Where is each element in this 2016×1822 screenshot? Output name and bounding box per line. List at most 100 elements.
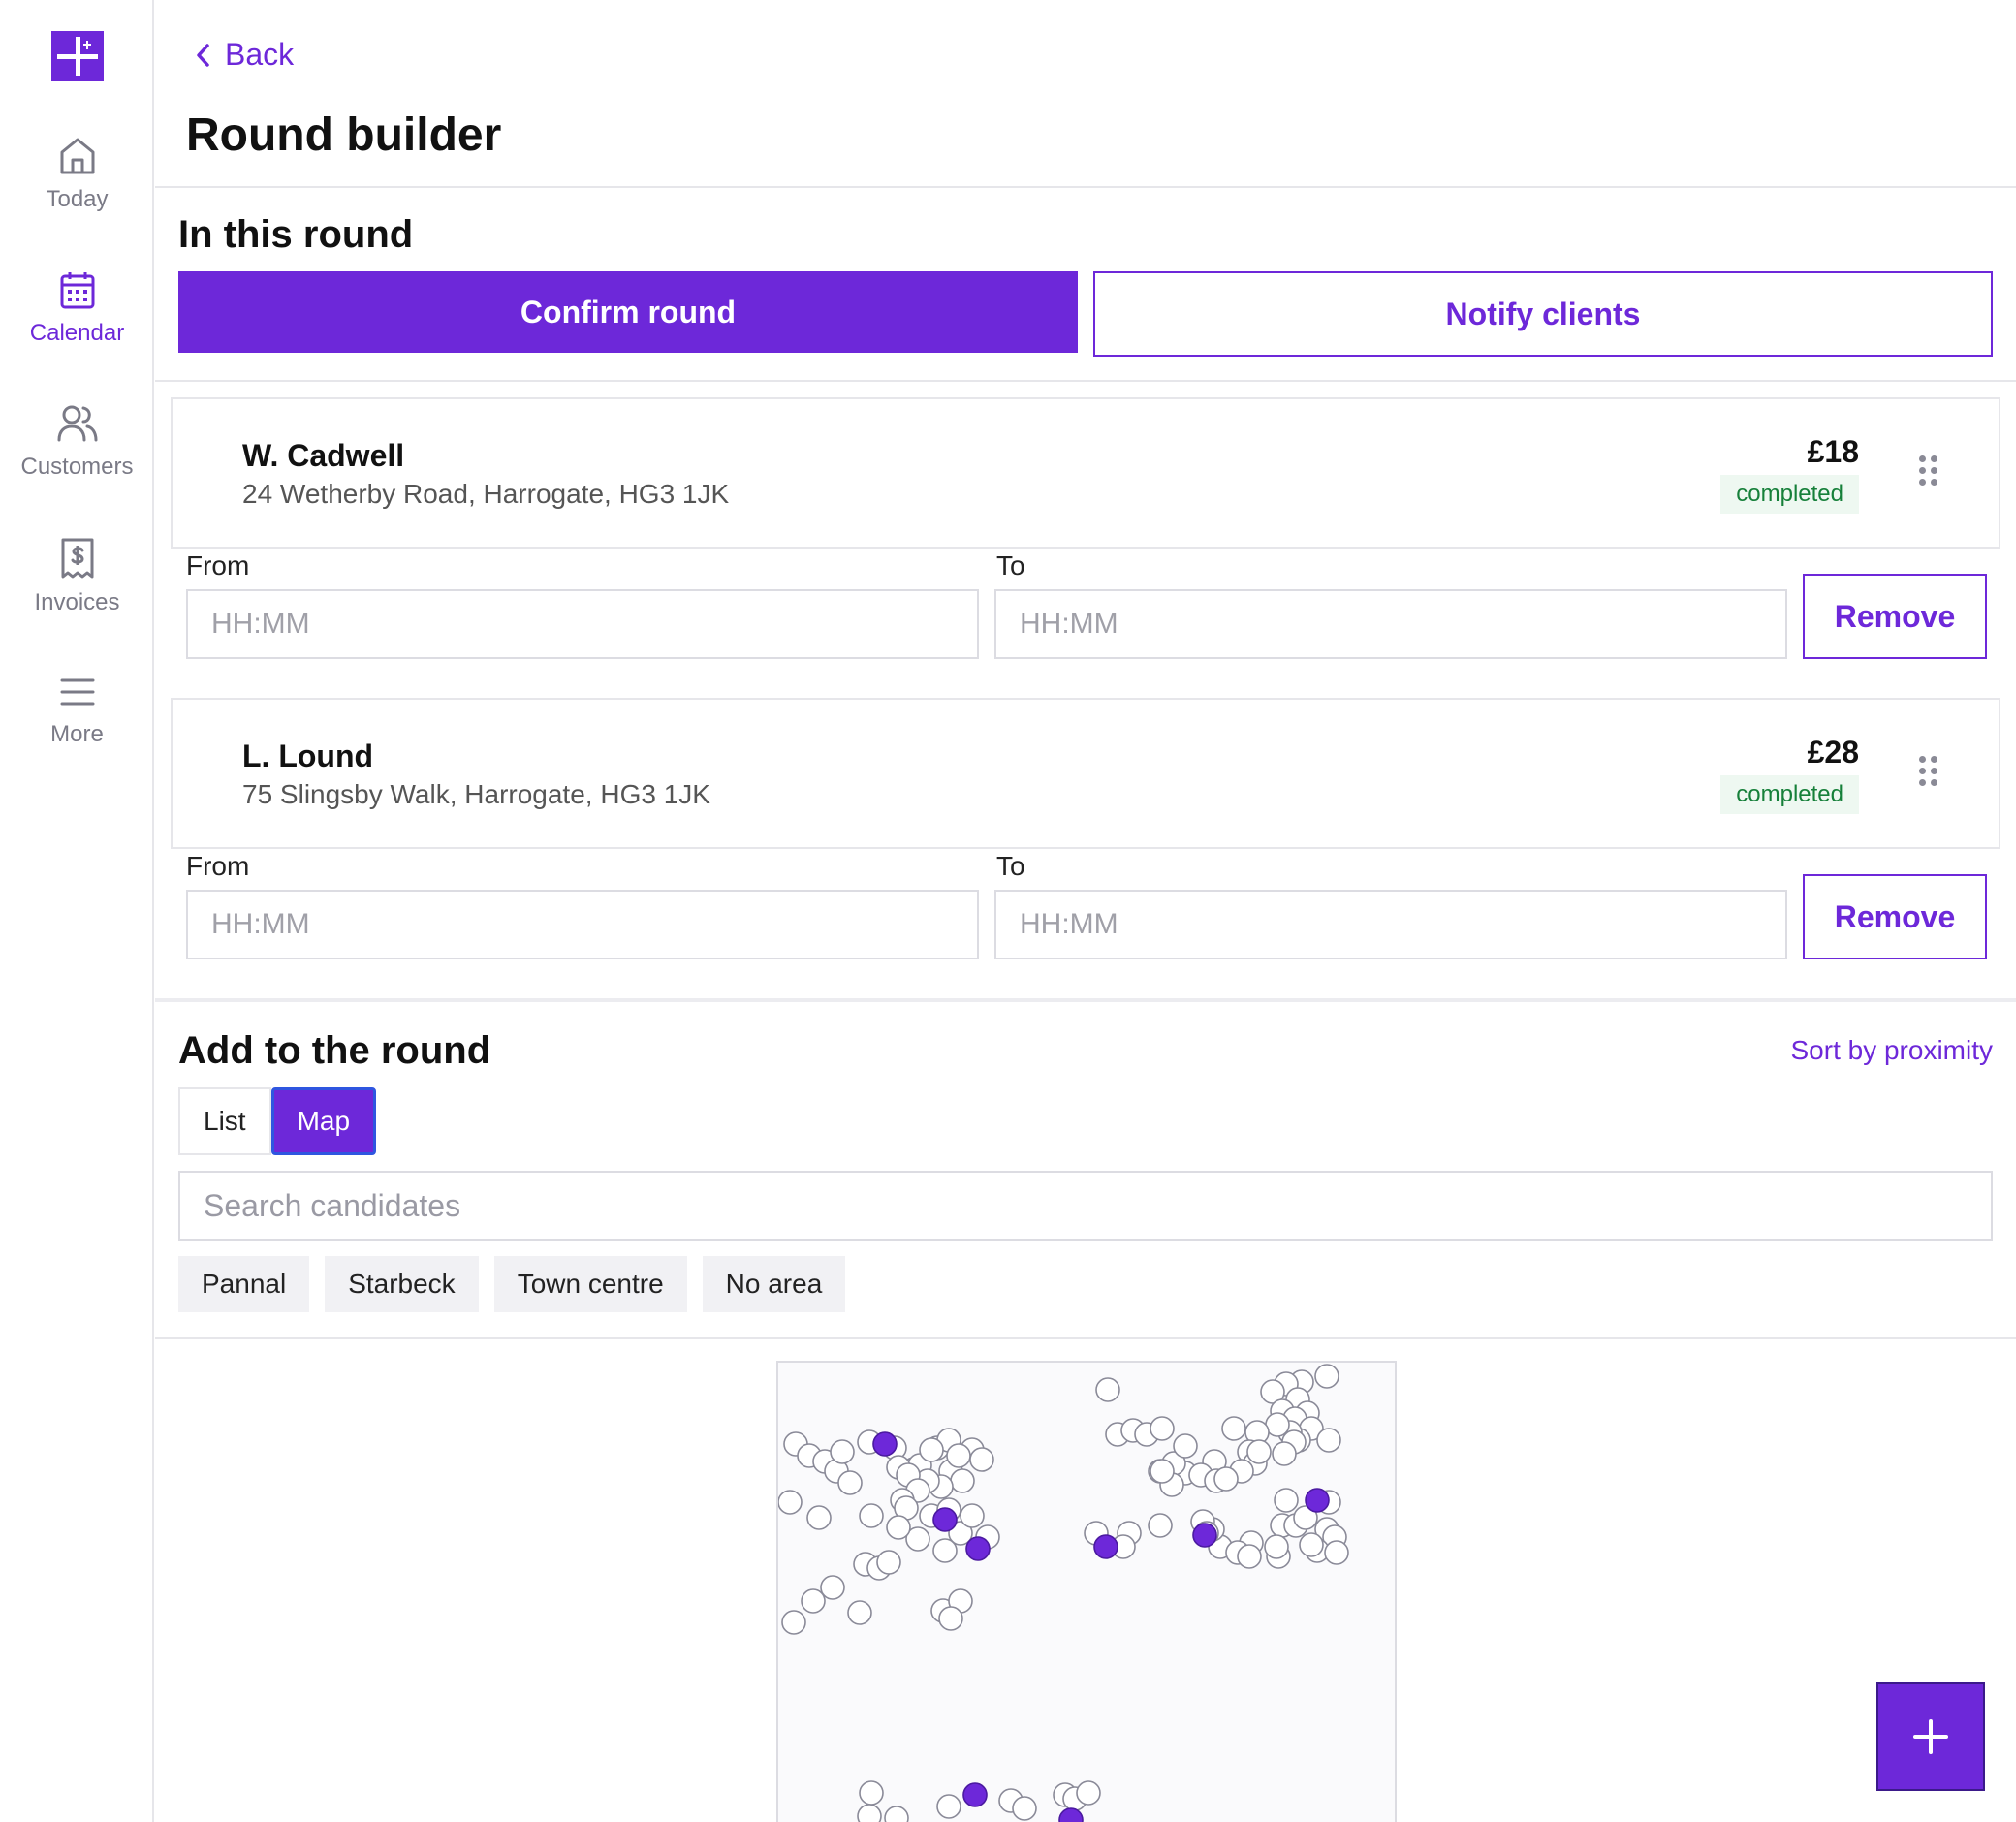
map-marker-candidate[interactable] xyxy=(1213,1466,1239,1492)
confirm-round-button[interactable]: Confirm round xyxy=(178,271,1078,353)
area-chip-pannal[interactable]: Pannal xyxy=(178,1256,310,1312)
remove-button[interactable]: Remove xyxy=(1803,874,1987,959)
view-option-list[interactable]: List xyxy=(178,1087,271,1155)
to-time-input[interactable] xyxy=(994,890,1787,959)
map-marker-candidate[interactable] xyxy=(830,1439,855,1464)
map-marker-candidate[interactable] xyxy=(960,1503,985,1528)
map-marker-candidate[interactable] xyxy=(1237,1544,1262,1569)
sidebar-item-more[interactable]: More xyxy=(0,673,154,789)
map-marker-candidate[interactable] xyxy=(847,1600,872,1625)
map-marker-candidate[interactable] xyxy=(884,1806,909,1822)
area-chip-starbeck[interactable]: Starbeck xyxy=(325,1256,479,1312)
map-marker-candidate[interactable] xyxy=(781,1610,806,1635)
map-marker-candidate[interactable] xyxy=(1260,1379,1285,1404)
map-marker-candidate[interactable] xyxy=(946,1443,971,1468)
map-marker-selected[interactable] xyxy=(1305,1488,1330,1513)
area-filter-chips: Pannal Starbeck Town centre No area xyxy=(178,1256,861,1312)
map-marker-candidate[interactable] xyxy=(1150,1416,1175,1441)
candidates-map[interactable] xyxy=(776,1361,1397,1822)
map-marker-candidate[interactable] xyxy=(778,1490,803,1515)
drag-handle-icon[interactable] xyxy=(1919,456,1938,487)
map-marker-candidate[interactable] xyxy=(859,1780,884,1806)
map-marker-candidate[interactable] xyxy=(938,1606,963,1631)
map-marker-candidate[interactable] xyxy=(905,1526,930,1552)
map-marker-candidate[interactable] xyxy=(1095,1377,1120,1402)
drag-handle-icon[interactable] xyxy=(1919,756,1938,787)
map-marker-candidate[interactable] xyxy=(1314,1364,1339,1389)
home-icon xyxy=(60,138,94,174)
menu-icon xyxy=(60,678,94,706)
map-marker-selected[interactable] xyxy=(962,1782,988,1807)
map-marker-selected[interactable] xyxy=(1093,1534,1118,1559)
sidebar-item-customers[interactable]: Customers xyxy=(0,403,154,519)
map-marker-candidate[interactable] xyxy=(1316,1428,1341,1453)
map-marker-candidate[interactable] xyxy=(932,1538,958,1563)
sidebar-item-label: Today xyxy=(46,186,109,212)
map-marker-candidate[interactable] xyxy=(1012,1796,1037,1821)
map-marker-selected[interactable] xyxy=(932,1507,958,1532)
sort-by-proximity-link[interactable]: Sort by proximity xyxy=(1790,1035,1994,1065)
map-marker-candidate[interactable] xyxy=(1221,1416,1246,1441)
map-marker-candidate[interactable] xyxy=(1293,1505,1318,1530)
map-marker-selected[interactable] xyxy=(965,1536,991,1561)
map-marker-candidate[interactable] xyxy=(1148,1513,1173,1538)
users-icon xyxy=(57,405,97,442)
map-marker-candidate[interactable] xyxy=(1272,1441,1297,1466)
map-marker-candidate[interactable] xyxy=(1264,1534,1289,1559)
map-marker-candidate[interactable] xyxy=(919,1437,944,1462)
divider xyxy=(155,380,2016,382)
map-marker-selected[interactable] xyxy=(1058,1807,1084,1822)
from-time-input[interactable] xyxy=(186,589,979,659)
map-marker-candidate[interactable] xyxy=(859,1503,884,1528)
sidebar-item-label: Customers xyxy=(20,454,134,480)
page-title: Round builder xyxy=(186,110,502,161)
app-logo[interactable] xyxy=(51,31,104,81)
map-marker-candidate[interactable] xyxy=(1173,1433,1198,1459)
map-marker-candidate[interactable] xyxy=(948,1521,973,1546)
round-job-card[interactable]: W. Cadwell 24 Wetherby Road, Harrogate, … xyxy=(171,397,2000,549)
remove-button[interactable]: Remove xyxy=(1803,574,1987,659)
map-marker-candidate[interactable] xyxy=(1076,1780,1101,1806)
sidebar-item-today[interactable]: Today xyxy=(0,136,154,252)
add-button[interactable] xyxy=(1876,1682,1985,1791)
map-marker-candidate[interactable] xyxy=(969,1447,994,1472)
map-marker-candidate[interactable] xyxy=(801,1588,826,1614)
map-marker-candidate[interactable] xyxy=(1299,1532,1324,1557)
area-chip-no-area[interactable]: No area xyxy=(702,1256,846,1312)
to-label: To xyxy=(996,550,1025,581)
sidebar-item-label: More xyxy=(50,721,104,747)
map-marker-candidate[interactable] xyxy=(820,1575,845,1600)
back-button[interactable]: Back xyxy=(194,37,294,73)
view-option-map[interactable]: Map xyxy=(270,1087,377,1155)
from-label: From xyxy=(186,851,250,881)
map-marker-candidate[interactable] xyxy=(1246,1439,1272,1464)
sidebar-item-calendar[interactable]: Calendar xyxy=(0,269,154,386)
back-label: Back xyxy=(225,37,295,72)
map-marker-candidate[interactable] xyxy=(857,1804,882,1822)
to-label: To xyxy=(996,851,1025,881)
notify-clients-button[interactable]: Notify clients xyxy=(1093,271,1993,357)
map-marker-candidate[interactable] xyxy=(837,1470,863,1495)
status-badge: completed xyxy=(1720,475,1859,514)
area-chip-town-centre[interactable]: Town centre xyxy=(493,1256,687,1312)
map-marker-selected[interactable] xyxy=(1192,1523,1217,1548)
map-marker-candidate[interactable] xyxy=(1150,1459,1175,1484)
map-marker-candidate[interactable] xyxy=(1324,1540,1349,1565)
round-job-card[interactable]: L. Lound 75 Slingsby Walk, Harrogate, HG… xyxy=(171,698,2000,849)
map-marker-candidate[interactable] xyxy=(886,1515,911,1540)
sidebar-item-invoices[interactable]: Invoices xyxy=(0,537,154,653)
to-time-input[interactable] xyxy=(994,589,1787,659)
map-marker-candidate[interactable] xyxy=(876,1550,901,1575)
from-time-input[interactable] xyxy=(186,890,979,959)
add-section-title: Add to the round xyxy=(178,1029,491,1072)
map-marker-candidate[interactable] xyxy=(1274,1488,1299,1513)
map-marker-candidate[interactable] xyxy=(936,1794,961,1819)
from-label: From xyxy=(186,550,250,581)
map-marker-candidate[interactable] xyxy=(806,1505,832,1530)
map-marker-selected[interactable] xyxy=(872,1431,898,1457)
divider xyxy=(155,186,2016,188)
customer-address: 24 Wetherby Road, Harrogate, HG3 1JK xyxy=(242,479,730,509)
divider xyxy=(155,1337,2016,1339)
map-marker-candidate[interactable] xyxy=(950,1468,975,1493)
search-candidates-input[interactable] xyxy=(178,1171,1993,1241)
